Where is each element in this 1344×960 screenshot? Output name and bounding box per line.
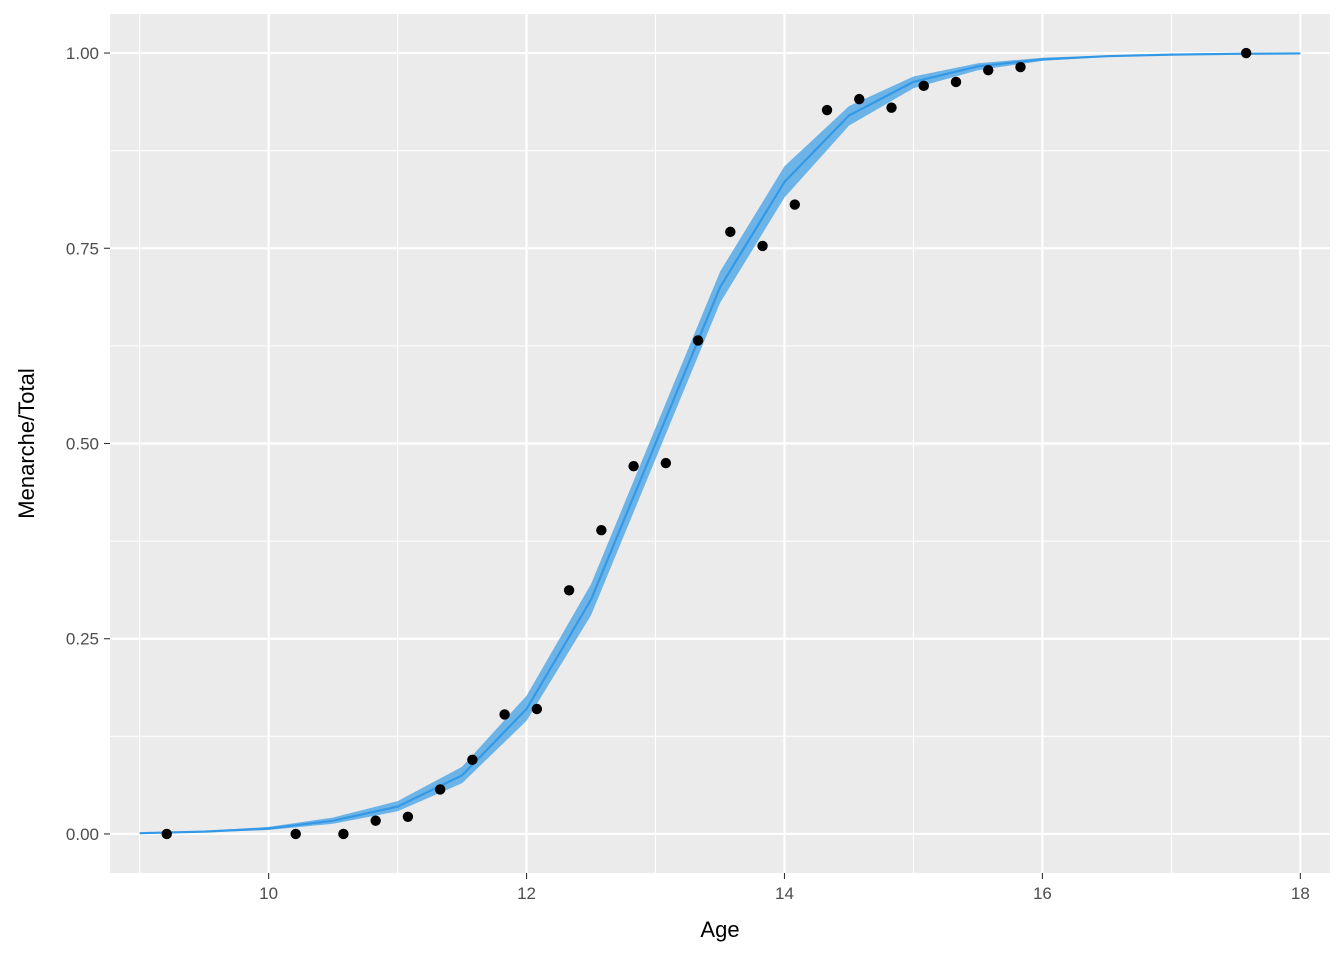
data-point: [290, 828, 301, 840]
y-tick-label: 0.25: [66, 630, 99, 649]
x-axis-title: Age: [700, 917, 739, 942]
data-point: [821, 104, 833, 116]
data-point: [692, 335, 704, 346]
data-point: [161, 828, 172, 840]
data-point: [531, 703, 543, 715]
y-tick-label: 0.50: [66, 435, 99, 454]
data-points: [161, 47, 1252, 840]
y-tick-label: 0.75: [66, 239, 99, 258]
data-point: [886, 102, 897, 113]
data-point: [660, 457, 672, 469]
data-point: [918, 80, 929, 92]
data-point: [1240, 47, 1252, 59]
data-point: [596, 524, 607, 536]
data-point: [434, 784, 446, 795]
x-tick-label: 18: [1291, 884, 1310, 903]
data-point: [757, 240, 768, 252]
fit-line: [139, 52, 1301, 835]
data-point: [725, 226, 736, 238]
data-point: [983, 65, 994, 76]
data-point: [563, 585, 575, 596]
data-point: [338, 828, 349, 840]
y-axis-title: Menarche/Total: [14, 368, 39, 518]
data-point: [1015, 61, 1026, 73]
x-tick-label: 10: [259, 884, 278, 903]
data-point: [370, 815, 381, 826]
data-point: [854, 93, 865, 105]
data-point: [789, 199, 800, 210]
x-tick-label: 12: [517, 884, 536, 903]
data-point: [467, 754, 478, 765]
data-point: [628, 460, 639, 472]
y-axis-ticks: 0.00 0.25 0.50 0.75 1.00: [66, 44, 110, 844]
data-point: [499, 709, 510, 720]
data-point: [402, 811, 414, 822]
major-gridlines: [110, 14, 1330, 873]
x-tick-label: 14: [775, 884, 794, 903]
data-point: [950, 76, 962, 88]
y-tick-label: 1.00: [66, 44, 99, 63]
x-axis-ticks: 10 12 14 16 18: [259, 873, 1310, 903]
y-tick-label: 0.00: [66, 825, 99, 844]
x-tick-label: 16: [1033, 884, 1052, 903]
